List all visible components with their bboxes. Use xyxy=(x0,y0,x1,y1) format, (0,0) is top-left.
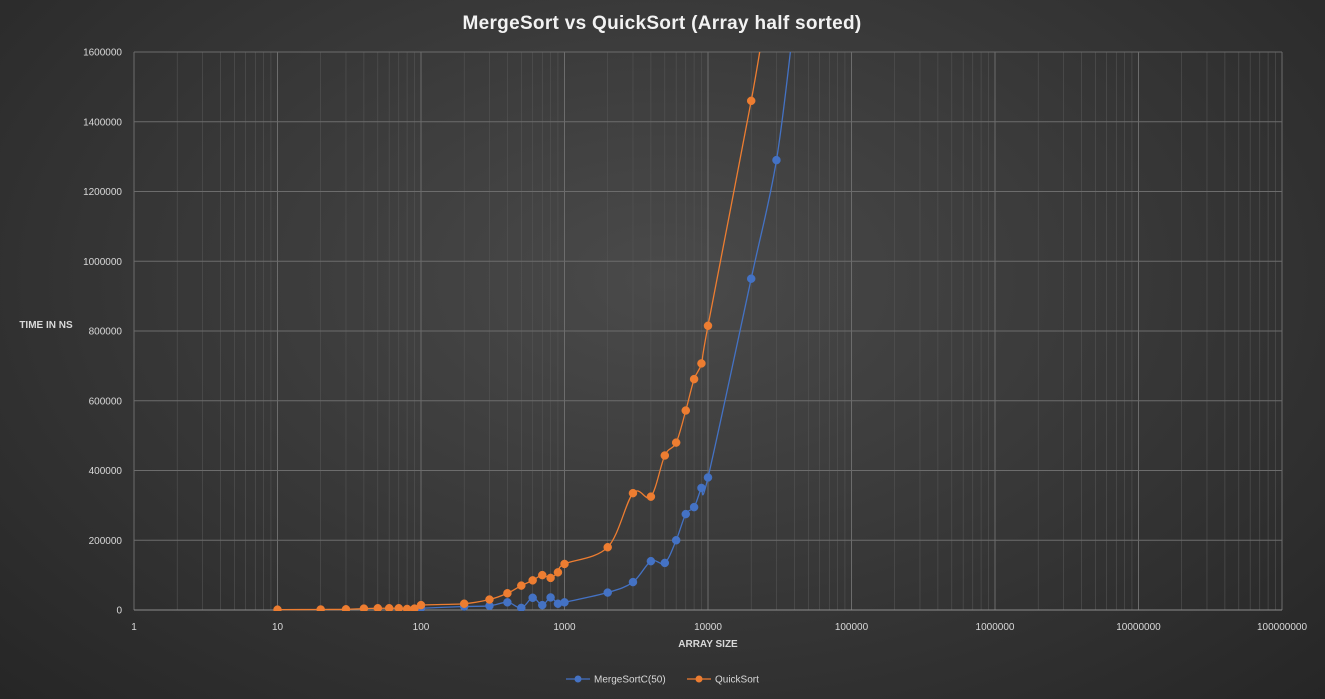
data-point xyxy=(459,599,469,608)
data-point xyxy=(528,593,537,603)
data-point xyxy=(394,604,404,611)
data-point xyxy=(402,604,412,611)
data-point xyxy=(746,274,756,283)
data-point xyxy=(517,581,526,590)
data-point xyxy=(410,604,419,611)
legend-swatch-marker xyxy=(695,675,703,683)
legend-label: MergeSortC(50) xyxy=(594,675,666,686)
data-point xyxy=(646,492,656,501)
data-point xyxy=(341,605,351,611)
x-axis-ticks: 1 10 100 1000 10000 100000 1000000 10000000 1000… xyxy=(131,622,1307,633)
data-point xyxy=(359,604,369,611)
x-tick-label: 10 xyxy=(272,622,284,633)
data-point xyxy=(503,598,512,607)
data-point xyxy=(528,576,537,585)
y-tick-label: 1000000 xyxy=(83,257,122,268)
data-point xyxy=(416,600,426,610)
data-point xyxy=(681,406,691,415)
x-tick-label: 100000 xyxy=(835,622,869,633)
data-point xyxy=(546,573,555,583)
data-point xyxy=(671,438,681,447)
data-point xyxy=(746,96,756,106)
y-tick-label: 600000 xyxy=(89,396,123,407)
data-point xyxy=(689,502,699,512)
data-point xyxy=(628,577,638,587)
data-point xyxy=(697,359,706,368)
x-axis-title: ARRAY SIZE xyxy=(678,639,738,650)
legend-label: QuickSort xyxy=(715,675,759,686)
data-point xyxy=(553,568,563,577)
data-point xyxy=(646,556,656,566)
x-tick-label: 10000 xyxy=(694,622,722,633)
data-point xyxy=(316,605,325,611)
data-point xyxy=(373,604,383,611)
chart-title: MergeSort vs QuickSort (Array half sorte… xyxy=(462,13,861,34)
data-point xyxy=(273,605,282,611)
data-point xyxy=(560,598,569,607)
series xyxy=(273,52,792,611)
grid xyxy=(133,51,1283,611)
data-point xyxy=(772,155,781,165)
y-tick-label: 400000 xyxy=(89,466,123,477)
data-point xyxy=(546,593,555,602)
y-tick-label: 800000 xyxy=(89,327,123,338)
data-point xyxy=(660,558,670,568)
data-point xyxy=(603,542,612,552)
data-point xyxy=(538,600,547,610)
data-point xyxy=(697,483,706,493)
data-point xyxy=(503,589,512,598)
x-tick-label: 1000 xyxy=(553,622,576,633)
y-tick-label: 1400000 xyxy=(83,117,122,128)
data-point xyxy=(689,374,699,384)
data-point xyxy=(560,559,569,569)
data-point xyxy=(538,570,547,580)
legend-item: QuickSort xyxy=(687,675,759,686)
data-point xyxy=(517,603,526,611)
data-point xyxy=(485,595,494,604)
legend-item: MergeSortC(50) xyxy=(566,675,666,686)
legend: MergeSortC(50) QuickSort xyxy=(566,675,759,686)
y-tick-label: 200000 xyxy=(89,536,123,547)
legend-swatch-marker xyxy=(574,675,582,683)
series-quicksort xyxy=(273,52,761,611)
data-point xyxy=(703,473,713,482)
x-tick-label: 100000000 xyxy=(1257,622,1307,633)
x-tick-label: 1 xyxy=(131,622,137,633)
x-tick-label: 100 xyxy=(413,622,430,633)
series-mergesort xyxy=(416,52,792,611)
data-point xyxy=(660,451,670,460)
y-tick-label: 1600000 xyxy=(83,48,122,59)
x-tick-label: 10000000 xyxy=(1116,622,1161,633)
data-point xyxy=(603,588,612,597)
x-tick-label: 1000000 xyxy=(976,622,1015,633)
data-point xyxy=(681,509,691,519)
y-tick-label: 0 xyxy=(116,606,122,617)
data-point xyxy=(628,488,638,498)
y-axis-ticks: 0 200000 400000 600000 800000 1000000 1200000 1… xyxy=(83,48,122,617)
data-point xyxy=(703,321,713,331)
y-tick-label: 1200000 xyxy=(83,187,122,198)
data-point xyxy=(671,536,681,545)
data-point xyxy=(384,604,394,611)
y-axis-title: TIME IN NS xyxy=(19,320,73,331)
